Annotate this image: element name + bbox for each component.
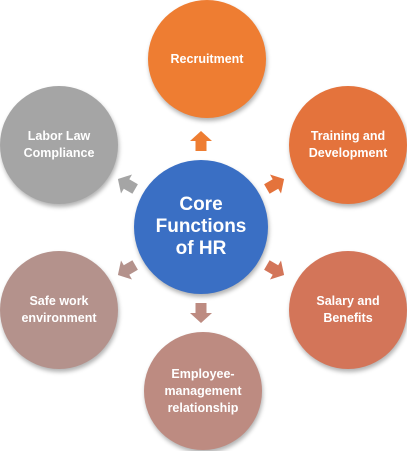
node-label-recruitment: Recruitment (170, 51, 244, 66)
center-node-label: Core Functions of HR (155, 194, 247, 259)
node-label-labor-law-compliance: Labor Law Compliance (23, 129, 95, 160)
node-training-development: Training and Development (289, 86, 407, 204)
arrow-to-safe-work-environment (117, 260, 138, 280)
node-label-safe-work-environment: Safe work environment (21, 294, 97, 325)
arrow-to-recruitment (190, 131, 212, 151)
arrow-to-salary-benefits (264, 260, 285, 280)
node-recruitment: Recruitment (148, 0, 266, 118)
arrow-to-employee-management-relationship (190, 303, 212, 323)
node-safe-work-environment: Safe work environment (0, 251, 118, 369)
node-salary-benefits: Salary and Benefits (289, 251, 407, 369)
arrow-to-training-development (264, 174, 285, 194)
node-label-training-development: Training and Development (308, 129, 388, 160)
node-labor-law-compliance: Labor Law Compliance (0, 86, 118, 204)
arrow-to-labor-law-compliance (117, 174, 138, 194)
node-label-employee-management-relationship: Employee- management relationship (164, 366, 242, 415)
node-label-salary-benefits: Salary and Benefits (316, 294, 380, 325)
node-employee-management-relationship: Employee- management relationship (144, 332, 262, 450)
center-node-core-functions: Core Functions of HR (134, 160, 268, 294)
